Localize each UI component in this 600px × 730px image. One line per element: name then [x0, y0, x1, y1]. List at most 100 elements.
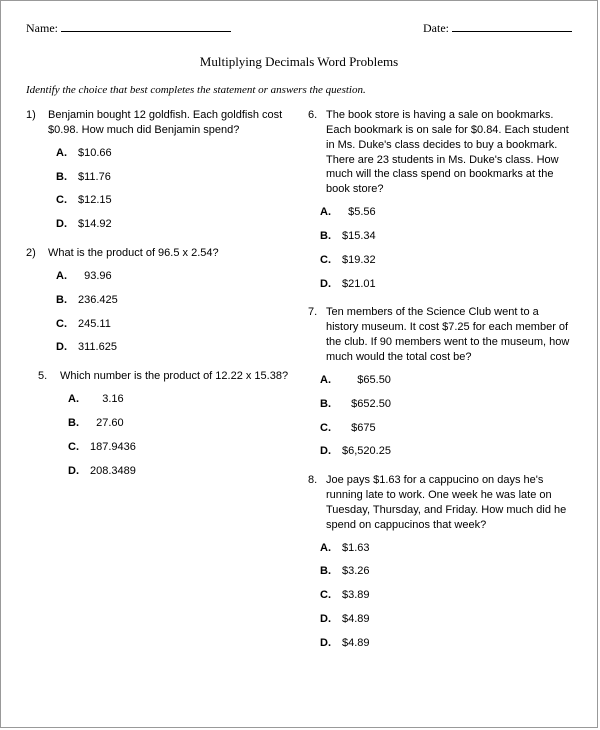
choice-row: B. $652.50 — [320, 397, 572, 412]
choices-list: A.$1.63B.$3.26C.$3.89D.$4.89D.$4.89 — [320, 541, 572, 651]
question-body: The book store is having a sale on bookm… — [326, 108, 572, 197]
question-text-row: 8.Joe pays $1.63 for a cappucino on days… — [308, 473, 572, 532]
choice-value: $14.92 — [78, 217, 290, 232]
choice-value: 27.60 — [90, 416, 290, 431]
choice-value: 208.3489 — [90, 464, 290, 479]
instructions-text: Identify the choice that best completes … — [26, 84, 572, 96]
choice-row: C.187.9436 — [68, 440, 290, 455]
question-body: Joe pays $1.63 for a cappucino on days h… — [326, 473, 572, 532]
choice-letter: A. — [320, 541, 342, 556]
choice-letter: D. — [320, 444, 342, 459]
question-text-row: 2)What is the product of 96.5 x 2.54? — [26, 246, 290, 261]
question-number: 2) — [26, 246, 48, 261]
choice-value: $4.89 — [342, 612, 572, 627]
choice-letter: A. — [56, 146, 78, 161]
date-field: Date: — [423, 21, 572, 36]
choices-list: A.$10.66B.$11.76C.$12.15D.$14.92 — [56, 146, 290, 232]
choice-letter: D. — [320, 612, 342, 627]
choice-value: $11.76 — [78, 170, 290, 185]
question-number: 7. — [308, 305, 326, 364]
choice-row: A. $65.50 — [320, 373, 572, 388]
choice-letter: D. — [68, 464, 90, 479]
choice-value: $3.26 — [342, 564, 572, 579]
choices-list: A. $65.50B. $652.50C. $675D.$6,520.25 — [320, 373, 572, 459]
question-text-row: 6.The book store is having a sale on boo… — [308, 108, 572, 197]
choices-list: A. 3.16B. 27.60C.187.9436D.208.3489 — [68, 392, 290, 478]
choice-letter: A. — [320, 373, 342, 388]
choice-row: C.245.11 — [56, 317, 290, 332]
choice-row: B.$11.76 — [56, 170, 290, 185]
choice-row: C.$3.89 — [320, 588, 572, 603]
choice-row: D.311.625 — [56, 340, 290, 355]
choice-value: 187.9436 — [90, 440, 290, 455]
choice-letter: B. — [56, 293, 78, 308]
choice-row: B. 27.60 — [68, 416, 290, 431]
choice-value: $652.50 — [342, 397, 572, 412]
choice-letter: C. — [320, 421, 342, 436]
choice-row: C.$19.32 — [320, 253, 572, 268]
choice-letter: A. — [56, 269, 78, 284]
question-body: Ten members of the Science Club went to … — [326, 305, 572, 364]
choice-row: D.$4.89 — [320, 612, 572, 627]
question: 6.The book store is having a sale on boo… — [308, 108, 572, 291]
choice-value: $19.32 — [342, 253, 572, 268]
choice-value: $15.34 — [342, 229, 572, 244]
choice-value: $4.89 — [342, 636, 572, 651]
name-underline — [61, 31, 231, 32]
choice-letter: D. — [320, 636, 342, 651]
choice-row: B.$15.34 — [320, 229, 572, 244]
question-body: What is the product of 96.5 x 2.54? — [48, 246, 290, 261]
question-text-row: 5.Which number is the product of 12.22 x… — [38, 369, 290, 384]
choices-list: A. $5.56B.$15.34C.$19.32D.$21.01 — [320, 205, 572, 291]
left-column: 1)Benjamin bought 12 goldfish. Each gold… — [26, 108, 290, 665]
choice-row: C.$12.15 — [56, 193, 290, 208]
choice-row: C. $675 — [320, 421, 572, 436]
choice-letter: C. — [56, 317, 78, 332]
choices-list: A. 93.96B.236.425C.245.11D.311.625 — [56, 269, 290, 355]
right-column: 6.The book store is having a sale on boo… — [308, 108, 572, 665]
choice-letter: D. — [56, 340, 78, 355]
choice-row: B.$3.26 — [320, 564, 572, 579]
columns-container: 1)Benjamin bought 12 goldfish. Each gold… — [26, 108, 572, 665]
choice-letter: B. — [56, 170, 78, 185]
question-number: 5. — [38, 369, 60, 384]
choice-row: D.$14.92 — [56, 217, 290, 232]
choice-letter: A. — [320, 205, 342, 220]
choice-value: 3.16 — [90, 392, 290, 407]
name-label: Name: — [26, 21, 58, 35]
choice-row: D.$6,520.25 — [320, 444, 572, 459]
question-body: Benjamin bought 12 goldfish. Each goldfi… — [48, 108, 290, 138]
choice-letter: C. — [320, 253, 342, 268]
choice-value: 311.625 — [78, 340, 290, 355]
question-body: Which number is the product of 12.22 x 1… — [60, 369, 290, 384]
choice-value: $10.66 — [78, 146, 290, 161]
choice-letter: B. — [320, 564, 342, 579]
question-number: 1) — [26, 108, 48, 138]
date-underline — [452, 31, 572, 32]
question: 2)What is the product of 96.5 x 2.54?A. … — [26, 246, 290, 355]
choice-row: D.$4.89 — [320, 636, 572, 651]
choice-row: D.208.3489 — [68, 464, 290, 479]
choice-value: 93.96 — [78, 269, 290, 284]
question: 8.Joe pays $1.63 for a cappucino on days… — [308, 473, 572, 651]
choice-letter: C. — [68, 440, 90, 455]
choice-value: $675 — [342, 421, 572, 436]
choice-value: $5.56 — [342, 205, 572, 220]
worksheet-page: Name: Date: Multiplying Decimals Word Pr… — [0, 0, 598, 728]
choice-value: $3.89 — [342, 588, 572, 603]
choice-row: D.$21.01 — [320, 277, 572, 292]
choice-row: B.236.425 — [56, 293, 290, 308]
choice-value: $12.15 — [78, 193, 290, 208]
question: 1)Benjamin bought 12 goldfish. Each gold… — [26, 108, 290, 232]
choice-value: $6,520.25 — [342, 444, 572, 459]
choice-value: 236.425 — [78, 293, 290, 308]
header-row: Name: Date: — [26, 21, 572, 36]
choice-value: 245.11 — [78, 317, 290, 332]
choice-letter: B. — [320, 229, 342, 244]
choice-letter: B. — [320, 397, 342, 412]
question-number: 8. — [308, 473, 326, 532]
choice-row: A. 3.16 — [68, 392, 290, 407]
question-text-row: 1)Benjamin bought 12 goldfish. Each gold… — [26, 108, 290, 138]
question-number: 6. — [308, 108, 326, 197]
choice-letter: D. — [56, 217, 78, 232]
